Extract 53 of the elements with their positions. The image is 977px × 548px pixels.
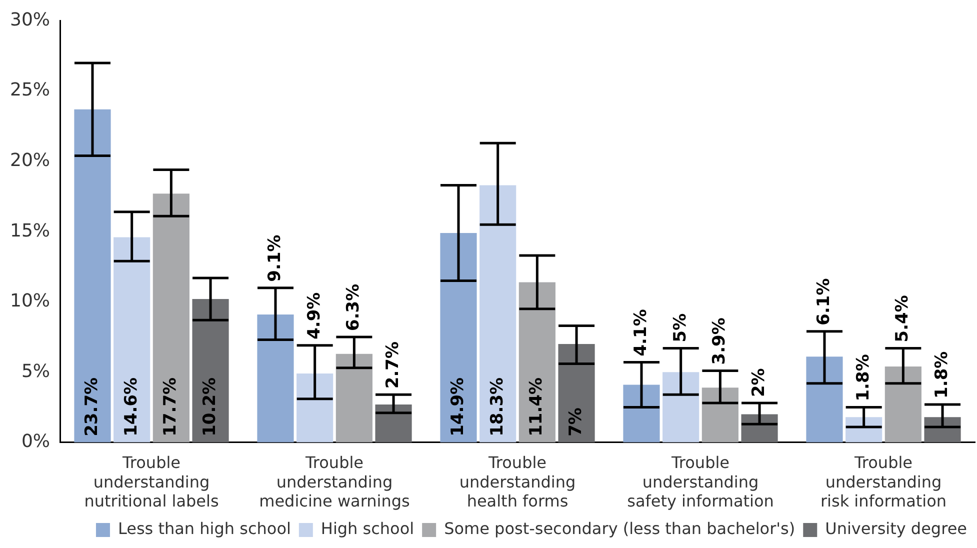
bar [336, 354, 372, 442]
x-tick-label: Trouble understanding medicine warnings [259, 453, 410, 511]
data-label: 7% [566, 408, 586, 436]
data-label: 5% [670, 313, 690, 342]
x-tick-label: Trouble understanding safety information [627, 453, 774, 511]
data-label: 1.8% [853, 354, 874, 402]
legend-label: University degree [825, 519, 968, 538]
data-label: 1.8% [932, 351, 952, 398]
bar [518, 282, 556, 442]
y-tick-label: 15% [10, 220, 50, 242]
bar [702, 388, 738, 442]
y-tick-label: 0% [21, 431, 50, 452]
data-label: 2% [748, 368, 769, 398]
bar [884, 366, 922, 442]
data-label: 10.2% [200, 377, 220, 436]
data-label: 4.1% [630, 309, 651, 356]
y-tick-label: 25% [10, 80, 50, 101]
bar [623, 384, 660, 442]
data-label: 9.1% [264, 234, 285, 282]
data-label: 5.4% [892, 295, 913, 342]
y-tick-label: 30% [10, 9, 50, 30]
legend-label: Some post-secondary (less than bachelor's) [444, 519, 796, 538]
data-label: 17.7% [160, 377, 181, 436]
bar [257, 314, 294, 442]
data-label: 2.7% [382, 341, 403, 389]
x-tick-label: Trouble understanding nutritional labels [84, 453, 219, 511]
data-label: 4.9% [304, 292, 324, 340]
bar [296, 374, 334, 442]
bar [375, 404, 412, 442]
y-tick-label: 10% [10, 290, 50, 312]
data-label: 3.9% [710, 318, 730, 365]
bar [114, 237, 150, 442]
bar [558, 344, 595, 442]
y-tick-label: 20% [10, 150, 50, 172]
data-label: 14.6% [121, 377, 142, 436]
bar [806, 356, 843, 442]
x-tick-label: Trouble understanding risk information [820, 453, 947, 511]
y-tick-label: 5% [21, 360, 50, 382]
data-label: 6.3% [344, 284, 364, 331]
bar [480, 185, 516, 442]
data-label: 6.1% [814, 278, 834, 326]
bar [192, 299, 229, 442]
legend-label: Less than high school [118, 519, 291, 538]
data-label: 18.3% [487, 377, 508, 436]
bar [74, 109, 111, 442]
data-label: 14.9% [448, 377, 468, 436]
bar [440, 233, 477, 442]
legend-label: High school [320, 519, 414, 538]
bar [662, 372, 700, 442]
data-label: 23.7% [82, 377, 102, 436]
data-label: 11.4% [526, 377, 547, 436]
x-tick-label: Trouble understanding health forms [459, 453, 576, 511]
bar [152, 194, 190, 442]
